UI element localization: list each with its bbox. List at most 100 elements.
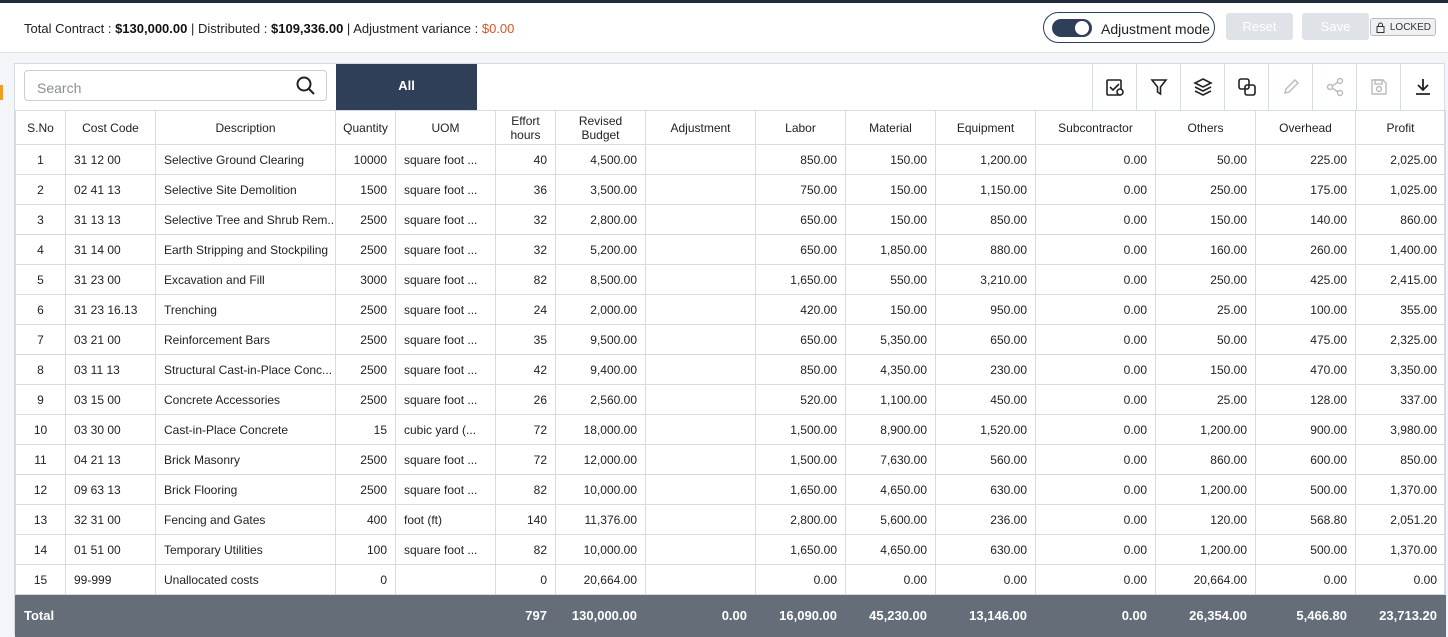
cell: Trenching	[155, 294, 336, 325]
column-header: Revised Budget	[555, 110, 646, 145]
cell: 0.00	[1035, 504, 1156, 535]
cell	[645, 204, 756, 235]
cell	[645, 354, 756, 385]
cell: 32	[495, 204, 556, 235]
cell: Cast-in-Place Concrete	[155, 414, 336, 445]
cell: 1,370.00	[1355, 534, 1446, 565]
summary: Total Contract : $130,000.00 | Distribut…	[24, 21, 514, 36]
total-cell: 16,090.00	[755, 594, 846, 637]
cell: 1,200.00	[1155, 414, 1256, 445]
cell: 15	[15, 564, 66, 595]
tab-all[interactable]: All	[336, 64, 477, 110]
cell: 4,500.00	[555, 144, 646, 175]
cell: Unallocated costs	[155, 564, 336, 595]
cell: 50.00	[1155, 144, 1256, 175]
download-icon[interactable]	[1400, 64, 1445, 110]
cell: 1,500.00	[755, 444, 846, 475]
cell: 7,630.00	[845, 444, 936, 475]
cell: 04 21 13	[65, 444, 156, 475]
search-box[interactable]: Search	[24, 70, 327, 101]
cell: square foot ...	[395, 174, 496, 205]
share-icon[interactable]	[1312, 64, 1356, 110]
cell: 650.00	[755, 204, 846, 235]
budget-table: S.No Cost Code Description Quantity UOM Effor…	[15, 110, 1446, 637]
cell	[645, 534, 756, 565]
cell: 1,400.00	[1355, 234, 1446, 265]
cell: 2,800.00	[755, 504, 846, 535]
label: Distributed :	[198, 21, 268, 36]
cell: 31 23 16.13	[65, 294, 156, 325]
cell: 0.00	[1035, 264, 1156, 295]
total-cell: Total	[15, 594, 66, 637]
filter-icon[interactable]	[1136, 64, 1180, 110]
cell: 25.00	[1155, 384, 1256, 415]
cell: 2,800.00	[555, 204, 646, 235]
copy-icon[interactable]	[1224, 64, 1268, 110]
total-cell	[155, 594, 336, 637]
locked-badge: LOCKED	[1370, 18, 1436, 36]
save-button[interactable]: Save	[1302, 13, 1369, 40]
cell: 1,850.00	[845, 234, 936, 265]
cell: 0.00	[1035, 534, 1156, 565]
summary-bar: Total Contract : $130,000.00 | Distribut…	[0, 3, 1448, 53]
cell: 250.00	[1155, 174, 1256, 205]
cell: 5,350.00	[845, 324, 936, 355]
total-cell: 130,000.00	[555, 594, 646, 637]
cell: 400	[335, 504, 396, 535]
cell: 1,025.00	[1355, 174, 1446, 205]
column-header: Profit	[1355, 110, 1446, 145]
cell: 4,350.00	[845, 354, 936, 385]
cell: 650.00	[755, 324, 846, 355]
cell: 150.00	[845, 294, 936, 325]
cell: 150.00	[1155, 354, 1256, 385]
cell: 0.00	[935, 564, 1036, 595]
cell: 01 51 00	[65, 534, 156, 565]
cell: 20,664.00	[1155, 564, 1256, 595]
table-row: 3 31 13 13 Selective Tree and Shrub Rem...…	[15, 204, 1446, 235]
cell: 100	[335, 534, 396, 565]
separator: |	[346, 21, 351, 36]
cell: 31 12 00	[65, 144, 156, 175]
edit-icon[interactable]	[1268, 64, 1312, 110]
layers-icon[interactable]	[1180, 64, 1224, 110]
total-cell: 0.00	[1035, 594, 1156, 637]
cell: square foot ...	[395, 534, 496, 565]
cell: 0	[335, 564, 396, 595]
cell: 03 11 13	[65, 354, 156, 385]
check-icon[interactable]	[1092, 64, 1136, 110]
cell: 3,500.00	[555, 174, 646, 205]
cell: square foot ...	[395, 144, 496, 175]
cell: 1,200.00	[1155, 534, 1256, 565]
cell: 2500	[335, 444, 396, 475]
cell: 900.00	[1255, 414, 1356, 445]
cell: 2500	[335, 474, 396, 505]
cell: 150.00	[845, 204, 936, 235]
table-panel: Search All S.No Cost Code Description Quant…	[14, 63, 1446, 637]
mode-toggle[interactable]: Adjustment mode	[1043, 12, 1215, 43]
cell: 26	[495, 384, 556, 415]
cell: 128.00	[1255, 384, 1356, 415]
cell: 500.00	[1255, 474, 1356, 505]
reset-button[interactable]: Reset	[1226, 13, 1293, 40]
cell: 32	[495, 234, 556, 265]
cell: square foot ...	[395, 324, 496, 355]
toggle-label: Adjustment mode	[1101, 21, 1210, 37]
cell: 470.00	[1255, 354, 1356, 385]
cell: 1,200.00	[935, 144, 1036, 175]
cell: 120.00	[1155, 504, 1256, 535]
cell: square foot ...	[395, 294, 496, 325]
table-row: 14 01 51 00 Temporary Utilities 100 square f…	[15, 534, 1446, 565]
column-header: Others	[1155, 110, 1256, 145]
cell: 31 13 13	[65, 204, 156, 235]
cell: 140	[495, 504, 556, 535]
cell: 1,500.00	[755, 414, 846, 445]
save-icon[interactable]	[1356, 64, 1400, 110]
distributed: $109,336.00	[271, 21, 344, 36]
cell: 860.00	[1155, 444, 1256, 475]
cell: 82	[495, 474, 556, 505]
column-header: Quantity	[335, 110, 396, 145]
cell: 337.00	[1355, 384, 1446, 415]
cell: 5,200.00	[555, 234, 646, 265]
cell: 600.00	[1255, 444, 1356, 475]
cell: 9,500.00	[555, 324, 646, 355]
